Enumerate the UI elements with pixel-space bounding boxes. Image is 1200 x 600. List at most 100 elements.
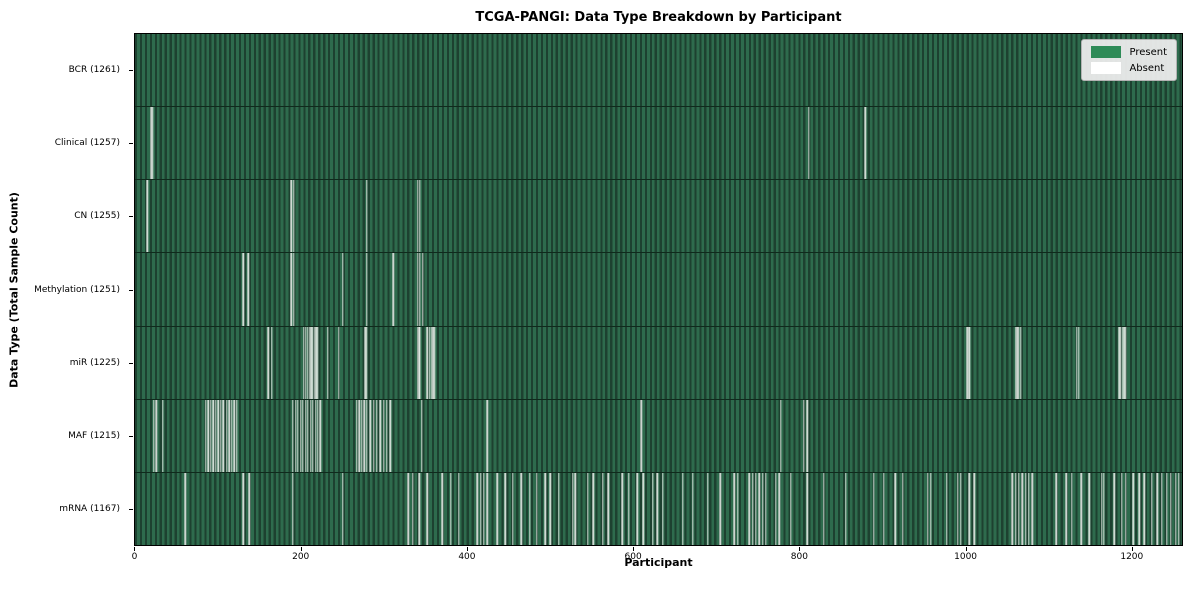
absent-stripe — [366, 399, 368, 472]
absent-stripe — [486, 472, 488, 545]
absent-stripe — [1120, 326, 1122, 399]
absent-stripe — [864, 107, 867, 180]
x-tick-mark — [1131, 547, 1133, 551]
absent-stripe — [310, 326, 313, 399]
absent-stripe — [152, 107, 154, 180]
absent-stripe — [707, 472, 709, 545]
absent-stripe — [966, 326, 969, 399]
absent-stripe — [315, 326, 318, 399]
datatype-row-clinical — [135, 106, 1182, 180]
absent-stripe — [215, 399, 217, 472]
absent-stripe — [806, 472, 809, 545]
absent-stripe — [1016, 326, 1018, 399]
absent-stripe — [312, 326, 314, 399]
absent-stripe — [640, 399, 643, 472]
y-tick-mark — [129, 142, 133, 144]
y-tick-label: Methylation (1251) — [34, 284, 120, 295]
y-tick-mark — [129, 509, 133, 511]
absent-stripe — [748, 472, 751, 545]
absent-stripe — [1150, 472, 1153, 545]
absent-stripe — [292, 472, 294, 545]
legend-label: Present — [1129, 46, 1167, 58]
absent-stripe — [248, 472, 250, 545]
absent-stripe — [844, 472, 847, 545]
y-tick-mark — [129, 289, 133, 291]
absent-stripe — [803, 399, 805, 472]
absent-stripe — [1011, 472, 1013, 545]
absent-stripe — [1019, 326, 1022, 399]
y-tick-label: mRNA (1167) — [59, 504, 120, 515]
absent-stripe — [1077, 326, 1080, 399]
absent-stripe — [150, 107, 152, 180]
x-tick-label: 200 — [292, 552, 310, 562]
x-tick-label: 1000 — [954, 552, 978, 562]
y-tick-label: Clinical (1257) — [54, 137, 120, 148]
absent-stripe — [429, 326, 431, 399]
absent-stripe — [662, 472, 664, 545]
absent-stripe — [450, 472, 452, 545]
absent-stripe — [342, 253, 344, 326]
absent-stripe — [419, 180, 421, 253]
absent-stripe — [780, 399, 782, 472]
absent-stripe — [1076, 326, 1078, 399]
absent-stripe — [372, 399, 375, 472]
absent-stripe — [416, 180, 419, 253]
absent-stripe — [210, 399, 212, 472]
absent-stripe — [1178, 472, 1180, 545]
absent-stripe — [366, 253, 368, 326]
absent-stripe — [416, 253, 419, 326]
absent-stripe — [592, 472, 595, 545]
absent-stripe — [267, 326, 269, 399]
absent-stripe — [601, 472, 604, 545]
absent-stripe — [733, 472, 736, 545]
absent-stripe — [1123, 326, 1125, 399]
datatype-row-methylation — [135, 252, 1182, 326]
absent-stripe — [758, 472, 760, 545]
absent-stripe — [1174, 472, 1177, 545]
absent-stripe — [304, 399, 307, 472]
absent-stripe — [1170, 472, 1172, 545]
absent-stripe — [302, 399, 304, 472]
absent-stripe — [775, 472, 777, 545]
x-tick-mark — [965, 547, 967, 551]
absent-stripe — [642, 472, 644, 545]
absent-stripe — [973, 472, 975, 545]
absent-stripe — [242, 253, 245, 326]
absent-stripe — [309, 399, 312, 472]
absent-stripe — [205, 399, 207, 472]
absent-stripe — [313, 326, 316, 399]
absent-stripe — [247, 253, 249, 326]
absent-stripe — [808, 107, 810, 180]
legend: Present Absent — [1081, 39, 1177, 81]
absent-stripe — [1071, 472, 1073, 545]
y-tick-label: miR (1225) — [69, 357, 120, 368]
absent-stripe — [420, 399, 423, 472]
absent-stripe — [571, 472, 574, 545]
absent-stripe — [823, 472, 825, 545]
absent-stripe — [411, 472, 414, 545]
absent-stripe — [356, 399, 358, 472]
absent-stripe — [317, 399, 319, 472]
absent-stripe — [307, 326, 309, 399]
absent-stripe — [520, 472, 522, 545]
absent-stripe — [1014, 326, 1017, 399]
absent-stripe — [382, 399, 385, 472]
absent-stripe — [536, 472, 538, 545]
absent-stripe — [1113, 472, 1115, 545]
absent-stripe — [1125, 472, 1127, 545]
absent-stripe — [426, 326, 429, 399]
absent-stripe — [233, 399, 235, 472]
y-tick-label: CN (1255) — [74, 211, 120, 222]
absent-stripe — [1138, 472, 1140, 545]
absent-stripe — [636, 472, 639, 545]
absent-stripe — [751, 472, 754, 545]
absent-stripe — [304, 326, 307, 399]
absent-stripe — [1125, 326, 1127, 399]
absent-stripe — [946, 472, 948, 545]
absent-stripe — [184, 472, 186, 545]
absent-stripe — [407, 472, 410, 545]
absent-stripe — [418, 326, 420, 399]
absent-stripe — [226, 399, 228, 472]
absent-stripe — [1102, 472, 1105, 545]
absent-stripe — [956, 472, 959, 545]
